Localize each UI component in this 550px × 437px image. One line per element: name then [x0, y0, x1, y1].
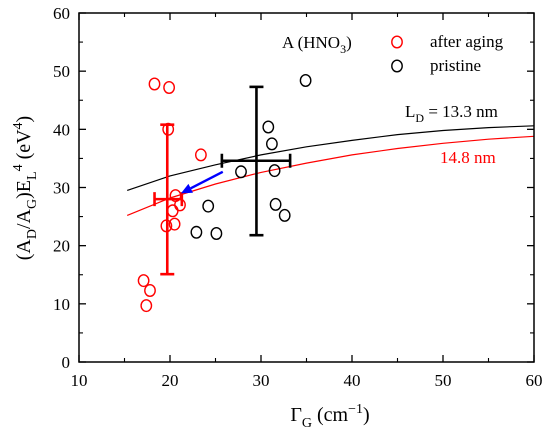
legend-group-label: A (HNO3): [282, 33, 352, 56]
y-axis-title: (AD/AG)EL4 (eV4): [11, 116, 40, 260]
point-pristine: [278, 208, 291, 222]
legend-marker-pristine: [391, 59, 403, 73]
point-after-aging: [168, 217, 181, 231]
point-pristine: [210, 226, 223, 240]
point-after-aging: [174, 198, 186, 212]
y-tick-label: 30: [53, 179, 70, 198]
arrow-head: [180, 183, 193, 194]
point-after-aging: [163, 80, 176, 94]
legend-marker-after-aging: [391, 35, 403, 49]
y-tick-label: 40: [53, 120, 70, 139]
point-after-aging: [166, 204, 179, 218]
mean-error-bars: [153, 85, 292, 276]
curve-label-14-8nm: 14.8 nm: [440, 148, 496, 167]
x-tick-label: 40: [344, 371, 361, 390]
point-after-aging: [144, 284, 156, 298]
point-pristine: [235, 165, 247, 179]
fit-curve-1: [126, 135, 535, 216]
x-tick-label: 30: [253, 371, 270, 390]
point-after-aging: [162, 122, 175, 136]
arrow-shaft: [190, 170, 224, 190]
x-axis-title: ΓG (cm−1): [290, 402, 369, 431]
y-tick-label: 10: [53, 295, 70, 314]
y-tick-label: 20: [53, 237, 70, 256]
point-pristine: [269, 197, 282, 211]
curve-label-13-3nm: LD = 13.3 nm: [405, 102, 498, 125]
point-pristine: [202, 199, 215, 213]
fit-curve-0: [127, 125, 535, 191]
data-points: [137, 73, 312, 313]
x-tick-label: 50: [435, 371, 452, 390]
y-tick-label: 0: [62, 353, 71, 372]
point-after-aging: [137, 274, 150, 288]
fit-curves: [126, 125, 535, 216]
legend-label-pristine: pristine: [430, 56, 481, 75]
point-after-aging: [140, 299, 153, 313]
y-tick-label: 50: [53, 62, 70, 81]
point-after-aging: [160, 219, 173, 233]
x-tick-label: 20: [162, 371, 179, 390]
error-bar-1: [220, 85, 292, 237]
point-pristine: [265, 137, 278, 151]
y-tick-label: 60: [53, 4, 70, 23]
point-after-aging: [148, 77, 161, 91]
axis-ticks: [78, 12, 535, 363]
legend: A (HNO3) after aging pristine: [282, 32, 504, 75]
point-pristine: [262, 120, 275, 134]
legend-label-after-aging: after aging: [430, 32, 504, 51]
point-after-aging: [194, 148, 207, 162]
point-pristine: [299, 73, 312, 87]
x-tick-label: 60: [526, 371, 543, 390]
x-tick-label: 10: [71, 371, 88, 390]
point-pristine: [190, 225, 203, 239]
annotation-arrow: [180, 170, 224, 194]
point-pristine: [268, 164, 281, 178]
